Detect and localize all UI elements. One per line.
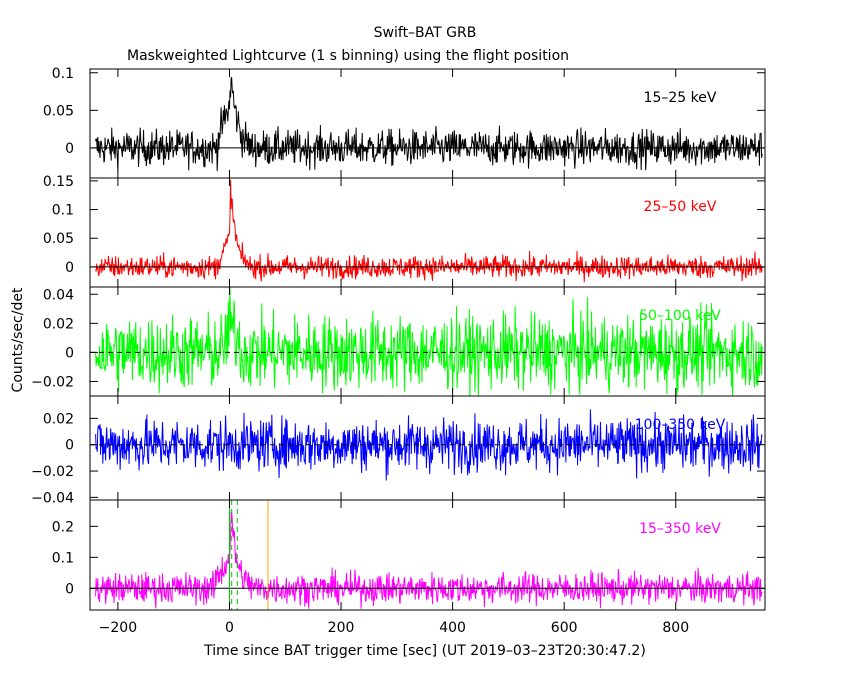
series-line-3 [95, 409, 763, 481]
band-label-1: 25–50 keV [644, 199, 717, 215]
series-line-4 [95, 511, 763, 609]
x-tick-label-2: 200 [328, 620, 355, 636]
y-tick-label-1-0: 0 [65, 260, 74, 276]
panels: 0 0.05 0.1 15–25 keV 0 0.05 0.1 0.15 25–50 keV −0… [31, 66, 766, 636]
x-tick-label-5: 800 [662, 620, 689, 636]
y-tick-label-2-3: 0.04 [43, 287, 74, 303]
panel-0: 0 0.05 0.1 15–25 keV [43, 66, 766, 179]
y-tick-label-3-0: −0.04 [31, 490, 74, 506]
panel-frame-4 [89, 499, 766, 611]
y-tick-label-0-2: 0.1 [52, 66, 74, 82]
series-line-2 [95, 287, 763, 396]
y-tick-label-2-1: 0 [65, 345, 74, 361]
panel-1: 0 0.05 0.1 0.15 25–50 keV [43, 174, 766, 288]
y-tick-label-3-1: −0.02 [31, 464, 74, 480]
x-tick-label-3: 400 [439, 620, 466, 636]
y-tick-label-4-0: 0 [65, 581, 74, 597]
chart-title: Swift–BAT GRB [374, 25, 477, 41]
x-tick-label-1: 0 [225, 620, 234, 636]
band-label-0: 15–25 keV [644, 90, 717, 106]
y-tick-label-1-3: 0.15 [43, 174, 74, 190]
x-axis-label: Time since BAT trigger time [sec] (UT 20… [203, 643, 646, 659]
y-tick-label-1-2: 0.1 [52, 203, 74, 219]
y-tick-label-4-1: 0.1 [52, 550, 74, 566]
band-label-2: 50–100 keV [639, 308, 721, 324]
x-tick-label-4: 600 [551, 620, 578, 636]
y-tick-label-0-1: 0.05 [43, 103, 74, 119]
y-tick-label-3-3: 0.02 [43, 411, 74, 427]
x-tick-label-0: −200 [99, 620, 137, 636]
band-label-3: 100–350 keV [635, 417, 726, 433]
y-tick-label-4-2: 0.2 [52, 519, 74, 535]
panel-frame-0 [89, 68, 766, 179]
panel-4: 0 0.1 0.2 −200 0 200 400 600 800 15–350 keV [52, 499, 766, 636]
chart-subtitle: Maskweighted Lightcurve (1 s binning) us… [127, 48, 569, 64]
y-tick-label-2-0: −0.02 [31, 374, 74, 390]
y-tick-label-3-2: 0 [65, 438, 74, 454]
band-label-4: 15–350 keV [639, 521, 721, 537]
y-tick-label-0-0: 0 [65, 141, 74, 157]
y-tick-label-2-2: 0.02 [43, 316, 74, 332]
y-axis-label: Counts/sec/det [10, 287, 26, 392]
panel-2: −0.02 0 0.02 0.04 50–100 keV [31, 286, 766, 397]
y-tick-label-1-1: 0.05 [43, 231, 74, 247]
series-line-1 [95, 179, 763, 283]
panel-3: −0.04 −0.02 0 0.02 100–350 keV [31, 395, 766, 506]
